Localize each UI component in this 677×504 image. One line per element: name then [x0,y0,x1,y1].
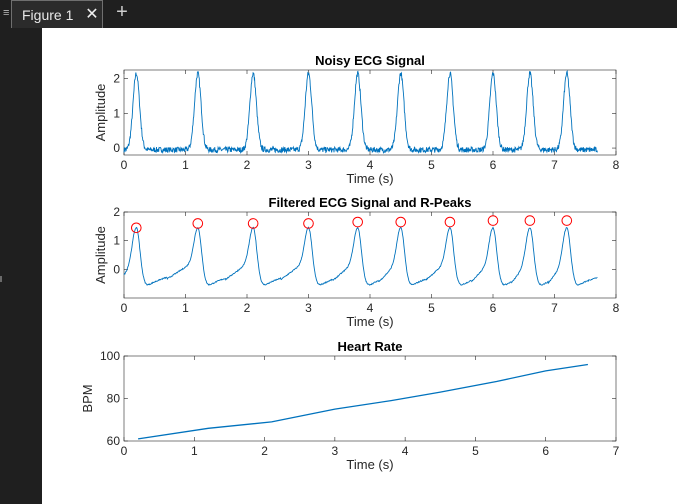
chart-1: 0 1 2 3 4 5 6 7 8 0 1 2 Noisy ECG Signal Time (s) Ampl… [93,53,620,186]
x-tick-label: 0 [121,444,128,458]
y-axis-label: Amplitude [93,226,108,284]
chart-title: Noisy ECG Signal [315,53,425,68]
r-peak-marker [303,218,314,229]
y-axis-label: Amplitude [93,84,108,142]
tab-figure-1[interactable]: Figure 1 ✕ [11,0,103,28]
x-tick-label: 6 [490,301,497,315]
x-tick-label: 1 [191,444,198,458]
x-axis-label: Time (s) [346,457,393,472]
chart-title: Filtered ECG Signal and R-Peaks [269,195,472,210]
figure-tab-bar: ≡ Figure 1 ✕ + [0,0,677,28]
x-tick-label: 8 [613,158,620,172]
r-peak-marker [524,215,536,226]
x-axis-label: Time (s) [346,314,393,329]
y-tick-label: 0 [113,262,120,276]
plot-area[interactable] [123,355,617,442]
r-peak-marker [192,218,204,229]
r-peak-marker [352,216,364,228]
r-peak-marker [247,218,259,229]
x-tick-label: 4 [367,158,374,172]
r-peak-marker [444,216,456,228]
x-tick-label: 0 [121,158,128,172]
add-tab-icon[interactable]: + [116,1,128,23]
x-tick-label: 5 [428,301,435,315]
tab-label: Figure 1 [22,7,74,23]
y-tick-label: 80 [107,392,121,406]
series-line [123,226,598,286]
y-tick-label: 2 [113,205,120,219]
x-tick-label: 3 [332,444,339,458]
y-tick-label: 60 [107,434,121,448]
x-axis-label: Time (s) [346,171,393,186]
x-tick-label: 3 [305,301,312,315]
chart-3: 0 1 2 3 4 5 6 7 60 80 100 Heart Rate Time (s) BPM [80,339,620,472]
figure-canvas: 0 1 2 3 4 5 6 7 8 0 1 2 Noisy ECG Signal Time (s) Ampl… [42,28,677,504]
strip-resize-handle[interactable] [0,276,2,282]
left-side-strip [0,28,42,504]
x-tick-label: 2 [244,301,251,315]
x-tick-label: 1 [182,158,189,172]
x-tick-label: 8 [613,301,620,315]
y-axis-label: BPM [80,384,95,412]
r-peak-marker [395,216,407,228]
x-tick-label: 1 [182,301,189,315]
x-tick-label: 3 [305,158,312,172]
x-tick-label: 5 [472,444,479,458]
y-tick-label: 1 [113,106,120,120]
r-peak-marker [487,215,499,226]
r-peak-marker [561,215,573,226]
chart-title: Heart Rate [337,339,402,354]
r-peak-marker [131,222,142,234]
y-tick-label: 1 [113,234,120,248]
y-tick-label: 100 [100,349,120,363]
x-tick-label: 4 [402,444,409,458]
x-tick-label: 4 [367,301,374,315]
x-tick-label: 7 [613,444,620,458]
y-tick-label: 2 [113,72,120,86]
x-tick-label: 2 [244,158,251,172]
y-tick-label: 0 [113,141,120,155]
x-tick-label: 0 [121,301,128,315]
x-tick-label: 7 [551,301,558,315]
x-tick-label: 2 [261,444,268,458]
x-tick-label: 6 [490,158,497,172]
close-icon[interactable]: ✕ [85,6,99,23]
series-line [138,363,588,440]
chart-2: 0 1 2 3 4 5 6 7 8 0 1 2 Filtered ECG Signal and R-Pe… [93,195,620,329]
x-tick-label: 7 [551,158,558,172]
x-tick-label: 5 [428,158,435,172]
plot-area[interactable] [123,69,617,156]
series-line [123,69,598,155]
tab-menu-icon[interactable]: ≡ [3,7,10,19]
x-tick-label: 6 [542,444,549,458]
